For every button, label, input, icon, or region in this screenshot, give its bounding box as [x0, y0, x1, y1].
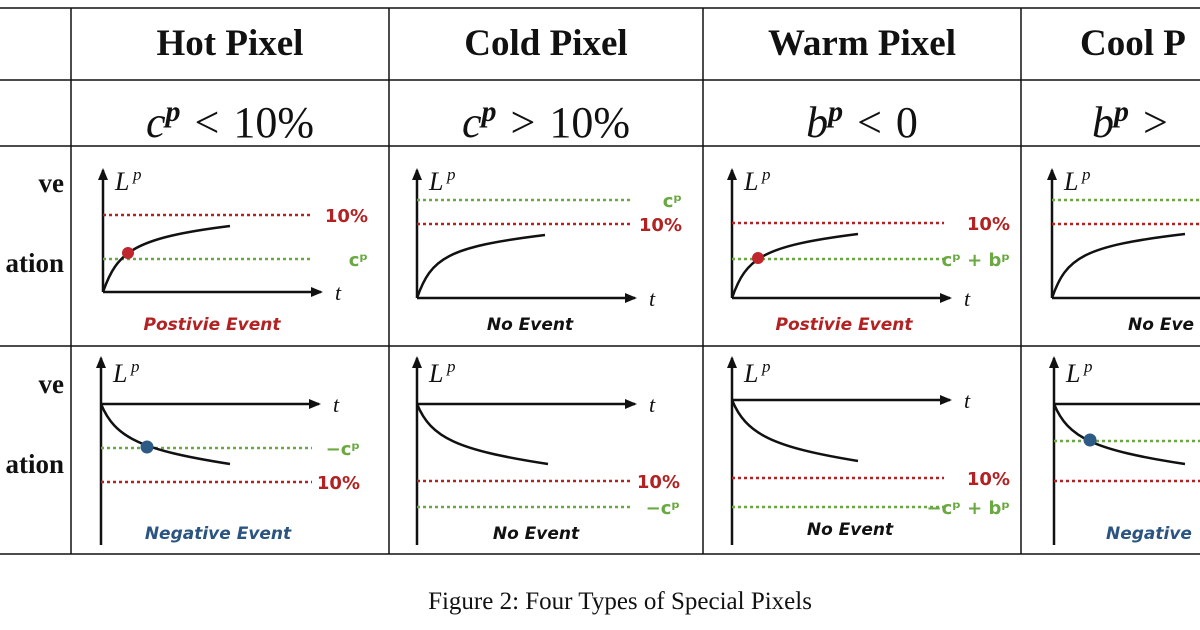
condition-value: 10%: [549, 98, 630, 147]
condition-cool-pixel: bp >: [1022, 80, 1200, 147]
condition-symbol: c: [145, 98, 166, 147]
event-trigger-dot: [752, 252, 764, 264]
event-label-negative: Negative Event: [145, 524, 292, 544]
reference-label-contrast: −cᵖ + bᵖ: [927, 498, 1011, 519]
x-axis-label: t: [333, 392, 340, 417]
y-axis-label-superscript: p: [130, 357, 140, 376]
condition-warm-pixel: bp <0: [704, 80, 1020, 147]
reference-label-threshold: 10%: [967, 469, 1010, 490]
y-axis-label: L: [112, 359, 127, 388]
condition-superscript: p: [828, 95, 844, 128]
y-axis-label-superscript: p: [761, 165, 771, 184]
column-header-cool-pixel: Cool P: [1080, 23, 1186, 64]
y-axis-label: L: [1065, 359, 1080, 388]
reference-label-contrast: cᵖ + bᵖ: [942, 250, 1010, 271]
condition-value: 10%: [233, 98, 314, 147]
event-label-none: No Event: [807, 520, 894, 540]
reference-label-contrast: −cᵖ: [326, 439, 360, 460]
condition-value: 0: [895, 98, 918, 147]
response-curve: [1050, 232, 1186, 299]
condition-hot-pixel: cp <10%: [72, 80, 388, 147]
reference-label-contrast: cᵖ: [663, 191, 682, 212]
column-header-warm-pixel: Warm Pixel: [767, 23, 957, 64]
y-axis-label: L: [1063, 167, 1078, 196]
reference-label-threshold: 10%: [639, 215, 682, 236]
response-curve: [730, 399, 859, 463]
response-curve: [415, 233, 546, 299]
event-label-none: No Event: [487, 315, 574, 335]
row-label-positive-line2: ation: [5, 248, 64, 278]
condition-relation: <: [194, 98, 220, 147]
response-curve: [99, 403, 231, 466]
event-trigger-dot: [140, 440, 154, 454]
x-axis-label: t: [964, 286, 971, 311]
y-axis-label: L: [114, 167, 129, 196]
event-label-none: No Event: [493, 524, 580, 544]
event-label-positive: Postivie Event: [775, 315, 913, 335]
reference-label-threshold: 10%: [967, 214, 1010, 235]
event-label-positive: Postivie Event: [143, 315, 281, 335]
y-axis-label: L: [428, 167, 443, 196]
column-header-cold-pixel: Cold Pixel: [464, 23, 628, 64]
x-axis-label: t: [649, 286, 656, 311]
response-curve: [415, 403, 549, 466]
figure-caption: Figure 2: Four Types of Special Pixels: [428, 588, 812, 615]
reference-label-threshold: 10%: [637, 472, 680, 493]
row-label-negative: ve ation: [0, 347, 70, 553]
condition-relation: >: [510, 98, 536, 147]
y-axis-label-superscript: p: [1081, 165, 1091, 184]
y-axis-label-superscript: p: [446, 357, 456, 376]
row-label-positive: ve ation: [0, 146, 70, 346]
event-trigger-dot: [1083, 433, 1097, 447]
condition-cold-pixel: cp >10%: [390, 80, 702, 147]
condition-symbol: c: [461, 98, 482, 147]
event-label-negative: Negative: [1106, 524, 1192, 544]
reference-label-threshold: 10%: [325, 206, 368, 227]
reference-label-contrast: cᵖ: [349, 250, 368, 271]
condition-relation: >: [1143, 98, 1168, 147]
response-curve: [101, 224, 231, 293]
row-label-positive-line1: ve: [38, 168, 64, 198]
y-axis-label-superscript: p: [132, 165, 142, 184]
condition-superscript: p: [1114, 95, 1129, 128]
event-trigger-dot: [122, 247, 134, 259]
column-header-hot-pixel: Hot Pixel: [156, 23, 304, 64]
y-axis-label-superscript: p: [1083, 357, 1093, 376]
condition-superscript: p: [165, 95, 181, 128]
x-axis-label: t: [649, 392, 656, 417]
condition-symbol: b: [806, 98, 829, 147]
y-axis-label-superscript: p: [761, 357, 771, 376]
reference-label-threshold: 10%: [317, 473, 360, 494]
condition-superscript: p: [481, 95, 497, 128]
y-axis-label: L: [743, 167, 758, 196]
x-axis-label: t: [335, 280, 342, 305]
y-axis-label-superscript: p: [446, 165, 456, 184]
row-label-negative-line2: ation: [5, 449, 64, 479]
condition-symbol: b: [1092, 98, 1114, 147]
event-label-none: No Eve: [1128, 315, 1194, 335]
x-axis-label: t: [964, 388, 971, 413]
y-axis-label: L: [428, 359, 443, 388]
y-axis-label: L: [743, 359, 758, 388]
response-curve: [1052, 403, 1186, 466]
response-curve: [730, 232, 859, 299]
condition-relation: <: [857, 98, 882, 147]
row-label-negative-line1: ve: [38, 369, 64, 399]
reference-label-contrast: −cᵖ: [646, 498, 680, 519]
